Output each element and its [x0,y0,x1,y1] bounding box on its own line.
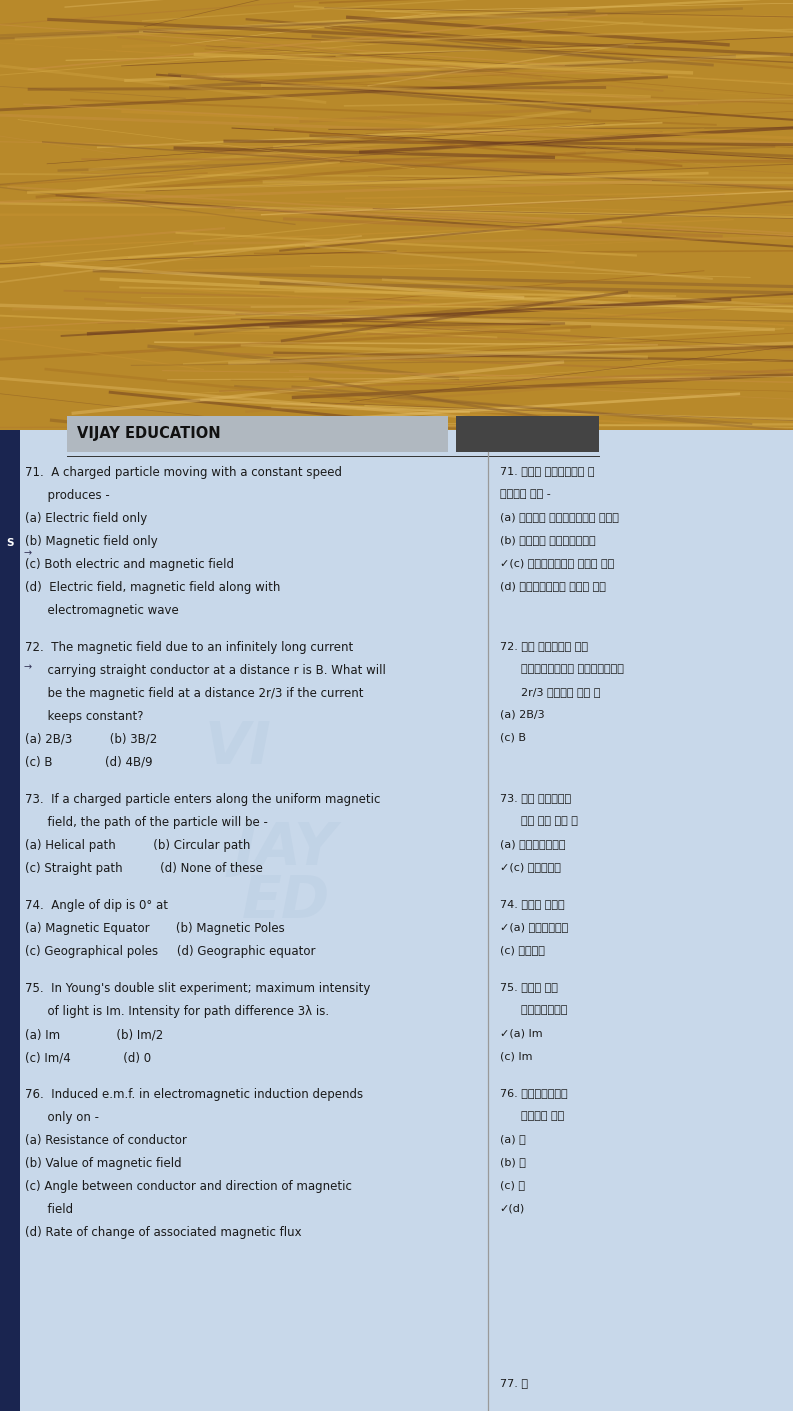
Text: (c) Im: (c) Im [500,1051,532,1061]
Text: (c) Geographical poles     (d) Geographic equator: (c) Geographical poles (d) Geographic eq… [25,945,316,958]
Text: (b) Value of magnetic field: (b) Value of magnetic field [25,1157,182,1170]
Text: 72. एक लम्बे तथ: 72. एक लम्बे तथ [500,641,588,650]
Text: →: → [24,547,32,559]
Text: तो कण का प: तो कण का प [500,816,577,825]
Text: (c) भौगो: (c) भौगो [500,945,545,955]
Text: 75.  In Young's double slit experiment; maximum intensity: 75. In Young's double slit experiment; m… [25,982,371,995]
Text: S: S [6,538,13,549]
Text: चुम्बकीय क्षेत्र: चुम्बकीय क्षेत्र [500,663,623,673]
Text: VI: VI [205,720,271,776]
Text: (a) 2B/3: (a) 2B/3 [500,710,544,720]
Text: 2r/3 दूरी पर उ: 2r/3 दूरी पर उ [500,687,600,697]
Text: (a) Electric field only: (a) Electric field only [25,512,147,525]
Text: पथान्तर: पथान्तर [500,1005,567,1015]
Bar [67,416,448,452]
Text: →: → [24,662,32,673]
Text: 73. एक आवेशि: 73. एक आवेशि [500,793,571,803]
Text: (d) विद्युत एवं चु: (d) विद्युत एवं चु [500,581,606,591]
Text: 75. यंग के: 75. यंग के [500,982,557,992]
Text: 72.  The magnetic field due to an infinitely long current: 72. The magnetic field due to an infinit… [25,641,354,653]
Text: करता है: करता है [500,1110,564,1122]
Text: (a) Helical path          (b) Circular path: (a) Helical path (b) Circular path [25,838,251,852]
Text: (a) Magnetic Equator       (b) Magnetic Poles: (a) Magnetic Equator (b) Magnetic Poles [25,921,285,935]
Text: JAY
ED: JAY ED [234,820,337,930]
Text: (c) Straight path          (d) None of these: (c) Straight path (d) None of these [25,862,263,875]
Text: करता है -: करता है - [500,488,550,498]
Text: 71. कोई आवेशित क: 71. कोई आवेशित क [500,466,594,476]
Text: (d)  Electric field, magnetic field along with: (d) Electric field, magnetic field along… [25,581,281,594]
Text: (c) B              (d) 4B/9: (c) B (d) 4B/9 [25,756,153,769]
Text: carrying straight conductor at a distance r is B. What will: carrying straight conductor at a distanc… [25,663,386,677]
Bar [0,0,793,430]
Text: (c) B: (c) B [500,732,526,742]
Text: field: field [25,1204,74,1216]
Text: (b) च: (b) च [500,1157,526,1167]
Text: only on -: only on - [25,1110,99,1125]
Text: ✓(a) चुम्बक: ✓(a) चुम्बक [500,921,568,931]
Text: field, the path of the particle will be -: field, the path of the particle will be … [25,816,268,828]
Text: (a) कुण्डलि: (a) कुण्डलि [500,838,565,849]
Bar [0,430,20,1411]
Text: 74. नति कोण: 74. नति कोण [500,899,564,909]
Text: keeps constant?: keeps constant? [25,710,144,722]
Text: (b) केवल चुम्बकि: (b) केवल चुम्बकि [500,535,596,545]
Text: ✓(c) विद्युत एवं चु: ✓(c) विद्युत एवं चु [500,557,614,567]
Text: (c) च: (c) च [500,1180,525,1189]
Text: VIJAY EDUCATION: VIJAY EDUCATION [77,426,220,442]
Text: (b) Magnetic field only: (b) Magnetic field only [25,535,158,547]
Text: 74.  Angle of dip is 0° at: 74. Angle of dip is 0° at [25,899,168,912]
Text: ✓(c) रेखीय: ✓(c) रेखीय [500,862,561,872]
Text: be the magnetic field at a distance 2r/3 if the current: be the magnetic field at a distance 2r/3… [25,687,364,700]
Text: (c) Both electric and magnetic field: (c) Both electric and magnetic field [25,557,235,570]
Text: (a) केवल विद्युत क्ष: (a) केवल विद्युत क्ष [500,512,619,522]
Text: ✓(d): ✓(d) [500,1204,525,1213]
Text: 77. ब: 77. ब [500,1379,527,1388]
Text: of light is Im. Intensity for path difference 3λ is.: of light is Im. Intensity for path diffe… [25,1005,330,1019]
Text: 76.  Induced e.m.f. in electromagnetic induction depends: 76. Induced e.m.f. in electromagnetic in… [25,1088,363,1101]
Text: ✓(a) Im: ✓(a) Im [500,1029,542,1038]
Text: 76. विद्युत: 76. विद्युत [500,1088,567,1098]
Text: electromagnetic wave: electromagnetic wave [25,604,179,617]
Text: (a) Resistance of conductor: (a) Resistance of conductor [25,1134,187,1147]
Text: (c) Im/4              (d) 0: (c) Im/4 (d) 0 [25,1051,151,1064]
Bar [456,416,599,452]
Text: (a) 2B/3          (b) 3B/2: (a) 2B/3 (b) 3B/2 [25,732,158,746]
Text: produces -: produces - [25,488,110,502]
Text: (d) Rate of change of associated magnetic flux: (d) Rate of change of associated magneti… [25,1226,302,1239]
Text: (c) Angle between conductor and direction of magnetic: (c) Angle between conductor and directio… [25,1180,352,1194]
Text: 71.  A charged particle moving with a constant speed: 71. A charged particle moving with a con… [25,466,343,478]
Text: (a) च: (a) च [500,1134,525,1144]
Text: (a) Im               (b) Im/2: (a) Im (b) Im/2 [25,1029,163,1041]
Text: 73.  If a charged particle enters along the uniform magnetic: 73. If a charged particle enters along t… [25,793,381,806]
Bar [0,430,793,1411]
